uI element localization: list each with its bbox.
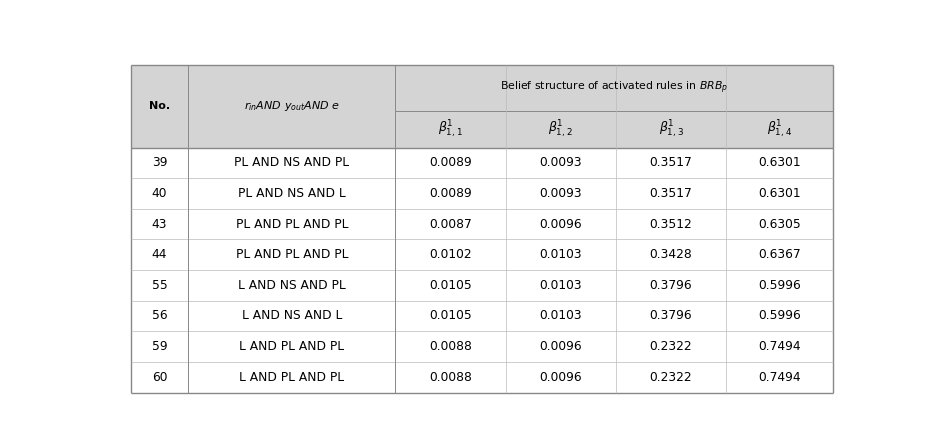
Text: 0.3512: 0.3512	[650, 218, 693, 231]
Text: 0.0103: 0.0103	[540, 310, 582, 323]
Text: 0.7494: 0.7494	[759, 340, 801, 353]
Text: 0.5996: 0.5996	[759, 279, 801, 292]
Text: PL AND PL AND PL: PL AND PL AND PL	[236, 248, 348, 261]
Text: 39: 39	[151, 156, 167, 169]
Text: $\beta^1_{1,2}$: $\beta^1_{1,2}$	[548, 119, 573, 140]
Text: L AND PL AND PL: L AND PL AND PL	[239, 370, 344, 383]
Text: PL AND NS AND PL: PL AND NS AND PL	[234, 156, 350, 169]
Text: 0.0093: 0.0093	[540, 187, 582, 200]
Text: 0.0089: 0.0089	[430, 187, 472, 200]
Text: 0.3517: 0.3517	[650, 187, 693, 200]
Text: 0.0087: 0.0087	[430, 218, 472, 231]
Text: 56: 56	[151, 310, 167, 323]
Text: 40: 40	[151, 187, 167, 200]
Bar	[131, 209, 833, 239]
Text: 0.0096: 0.0096	[540, 340, 582, 353]
Bar	[131, 331, 833, 362]
Text: 44: 44	[151, 248, 167, 261]
Text: $\beta^1_{1,3}$: $\beta^1_{1,3}$	[659, 119, 683, 140]
Text: L AND NS AND PL: L AND NS AND PL	[238, 279, 346, 292]
Bar	[131, 147, 833, 178]
Text: No.: No.	[149, 101, 170, 111]
Text: 0.0089: 0.0089	[430, 156, 472, 169]
Text: 0.0105: 0.0105	[430, 279, 472, 292]
Text: 0.0105: 0.0105	[430, 310, 472, 323]
Text: $\beta^1_{1,4}$: $\beta^1_{1,4}$	[767, 119, 792, 140]
Text: 0.3796: 0.3796	[650, 310, 693, 323]
Text: 0.6301: 0.6301	[759, 187, 801, 200]
Text: 0.0102: 0.0102	[430, 248, 472, 261]
Text: 0.0088: 0.0088	[429, 370, 472, 383]
Text: PL AND PL AND PL: PL AND PL AND PL	[236, 218, 348, 231]
Text: 0.3428: 0.3428	[650, 248, 693, 261]
Text: L AND NS AND L: L AND NS AND L	[242, 310, 342, 323]
Text: $\beta^1_{1,1}$: $\beta^1_{1,1}$	[438, 119, 462, 140]
Text: 43: 43	[151, 218, 167, 231]
Bar	[131, 301, 833, 331]
Text: 0.0096: 0.0096	[540, 218, 582, 231]
Text: 0.6301: 0.6301	[759, 156, 801, 169]
Text: 0.0093: 0.0093	[540, 156, 582, 169]
Bar	[131, 270, 833, 301]
Bar	[131, 178, 833, 209]
Text: 0.2322: 0.2322	[650, 370, 693, 383]
Text: 0.2322: 0.2322	[650, 340, 693, 353]
Text: 0.0088: 0.0088	[429, 340, 472, 353]
Text: 0.6305: 0.6305	[759, 218, 801, 231]
Text: 0.3796: 0.3796	[650, 279, 693, 292]
Text: Belief structure of activated rules in $\mathit{BRB}_p$: Belief structure of activated rules in $…	[500, 80, 728, 96]
Bar	[131, 239, 833, 270]
Text: 0.5996: 0.5996	[759, 310, 801, 323]
Text: 59: 59	[151, 340, 167, 353]
Text: 0.7494: 0.7494	[759, 370, 801, 383]
Bar	[131, 362, 833, 392]
Text: $r_{in}$AND $y_{out}$AND $e$: $r_{in}$AND $y_{out}$AND $e$	[243, 99, 339, 113]
Text: PL AND NS AND L: PL AND NS AND L	[238, 187, 346, 200]
Text: 0.0103: 0.0103	[540, 248, 582, 261]
Text: 0.6367: 0.6367	[759, 248, 801, 261]
Text: 55: 55	[151, 279, 167, 292]
Text: 60: 60	[151, 370, 167, 383]
Text: 0.0096: 0.0096	[540, 370, 582, 383]
Text: 0.3517: 0.3517	[650, 156, 693, 169]
Text: 0.0103: 0.0103	[540, 279, 582, 292]
Text: L AND PL AND PL: L AND PL AND PL	[239, 340, 344, 353]
